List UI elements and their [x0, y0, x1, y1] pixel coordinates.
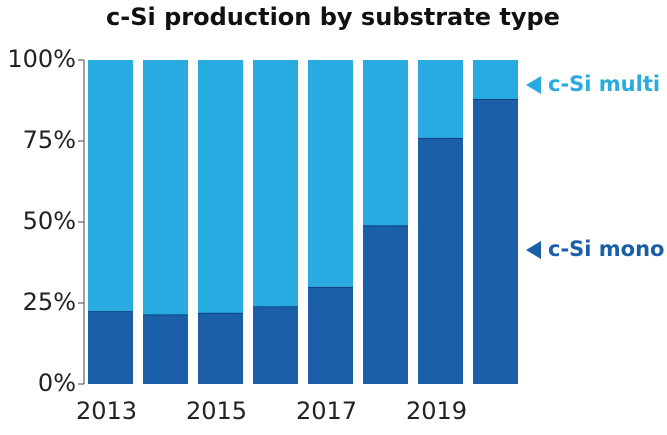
bar-shade: [473, 60, 518, 99]
legend-label: c-Si multi: [548, 72, 660, 96]
y-tick-label: 50%: [23, 207, 76, 235]
bar-shade: [308, 60, 353, 287]
bar-shade: [363, 225, 408, 384]
bar-shade: [253, 60, 298, 307]
y-tick-label: 100%: [7, 45, 76, 73]
legend-arrow: [526, 241, 541, 259]
x-tick-label: 2019: [406, 397, 467, 425]
legend-label: c-Si mono: [548, 237, 664, 261]
bar-shade: [473, 98, 518, 384]
legend-arrow: [526, 76, 541, 94]
chart-title: c-Si production by substrate type: [106, 3, 560, 31]
y-tick-label: 25%: [23, 288, 76, 316]
bar-shade: [88, 60, 133, 312]
bar-shade: [418, 137, 463, 384]
y-tick-label: 0%: [38, 369, 76, 397]
bar-shade: [143, 60, 188, 315]
x-tick-label: 2015: [186, 397, 247, 425]
bar-shade: [88, 311, 133, 384]
x-tick-label: 2017: [296, 397, 357, 425]
y-tick-label: 75%: [23, 126, 76, 154]
bar-shade: [143, 314, 188, 384]
bar-shade: [253, 306, 298, 384]
bar-shade: [363, 60, 408, 226]
bar-shade: [198, 312, 243, 384]
bar-shade: [198, 60, 243, 313]
x-tick-label: 2013: [76, 397, 137, 425]
bar-shade: [308, 286, 353, 384]
bar-shade: [418, 60, 463, 138]
